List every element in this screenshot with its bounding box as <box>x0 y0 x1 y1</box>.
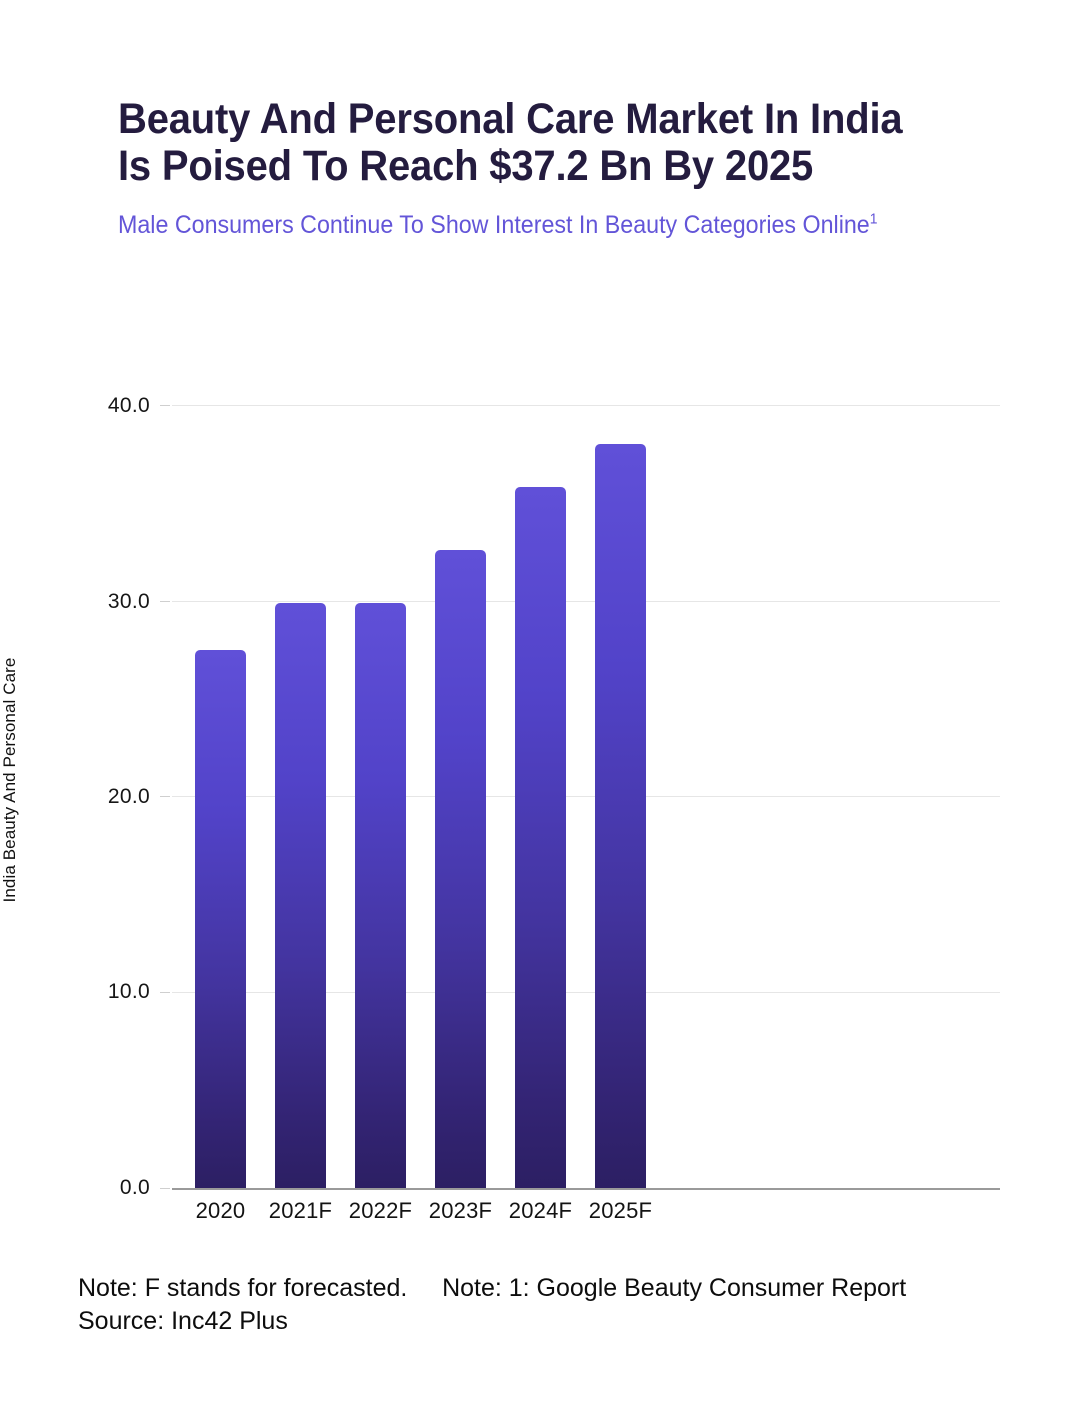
page-title-line1: Beauty And Personal Care Market In India <box>118 95 903 143</box>
y-axis-title: India Beauty And Personal Care <box>0 657 19 903</box>
page-subtitle: Male Consumers Continue To Show Interest… <box>118 190 955 240</box>
x-tick-label-2025F: 2025F <box>588 1198 653 1223</box>
footer-notes-row: Note: F stands for forecasted. Note: 1: … <box>78 1272 1018 1305</box>
bar-2024F[interactable] <box>515 487 566 1188</box>
bar-2020[interactable] <box>195 649 246 1188</box>
chart-header: Beauty And Personal Care Market In India… <box>118 96 1018 240</box>
x-tick-label-2020: 2020 <box>195 1198 246 1223</box>
footer-note-source-ref: Note: 1: Google Beauty Consumer Report <box>442 1274 907 1302</box>
bar-2021F[interactable] <box>275 602 326 1188</box>
footer-note-gap <box>407 1274 442 1302</box>
tick-mark-10 <box>160 992 170 993</box>
bar-2022F[interactable] <box>355 602 406 1188</box>
y-tick-label-40: 40.0 <box>107 394 150 417</box>
footer-note-forecast: Note: F stands for forecasted. <box>78 1274 408 1302</box>
footer-source: Source: Inc42 Plus <box>78 1307 288 1335</box>
x-tick-label-2024F: 2024F <box>508 1198 573 1223</box>
x-tick-label-2022F: 2022F <box>348 1198 413 1223</box>
bar-series <box>172 405 1000 1188</box>
page-title-line2: Is Poised To Reach $37.2 Bn By 2025 <box>118 142 814 190</box>
gridline-10 <box>172 992 1000 993</box>
plot-area <box>160 405 1000 1189</box>
bar-2023F[interactable] <box>435 549 486 1188</box>
gridline-40 <box>172 405 1000 406</box>
page-subtitle-text: Male Consumers Continue To Show Interest… <box>118 211 870 239</box>
page-subtitle-footnote-marker: 1 <box>869 210 878 228</box>
bar-2025F[interactable] <box>595 444 646 1188</box>
y-tick-label-10: 10.0 <box>107 980 150 1003</box>
gridline-20 <box>172 796 1000 797</box>
y-tick-label-0: 0.0 <box>119 1176 150 1199</box>
x-tick-label-2023F: 2023F <box>428 1198 493 1223</box>
y-tick-label-30: 30.0 <box>107 590 150 613</box>
tick-mark-20 <box>160 796 170 797</box>
tick-mark-30 <box>160 601 170 602</box>
gridline-30 <box>172 601 1000 602</box>
tick-mark-0 <box>160 1188 170 1189</box>
chart-footer: Note: F stands for forecasted. Note: 1: … <box>78 1272 1018 1338</box>
y-tick-label-20: 20.0 <box>107 785 150 808</box>
tick-mark-40 <box>160 405 170 406</box>
x-tick-label-2021F: 2021F <box>268 1198 333 1223</box>
x-axis-line <box>172 1188 1000 1190</box>
